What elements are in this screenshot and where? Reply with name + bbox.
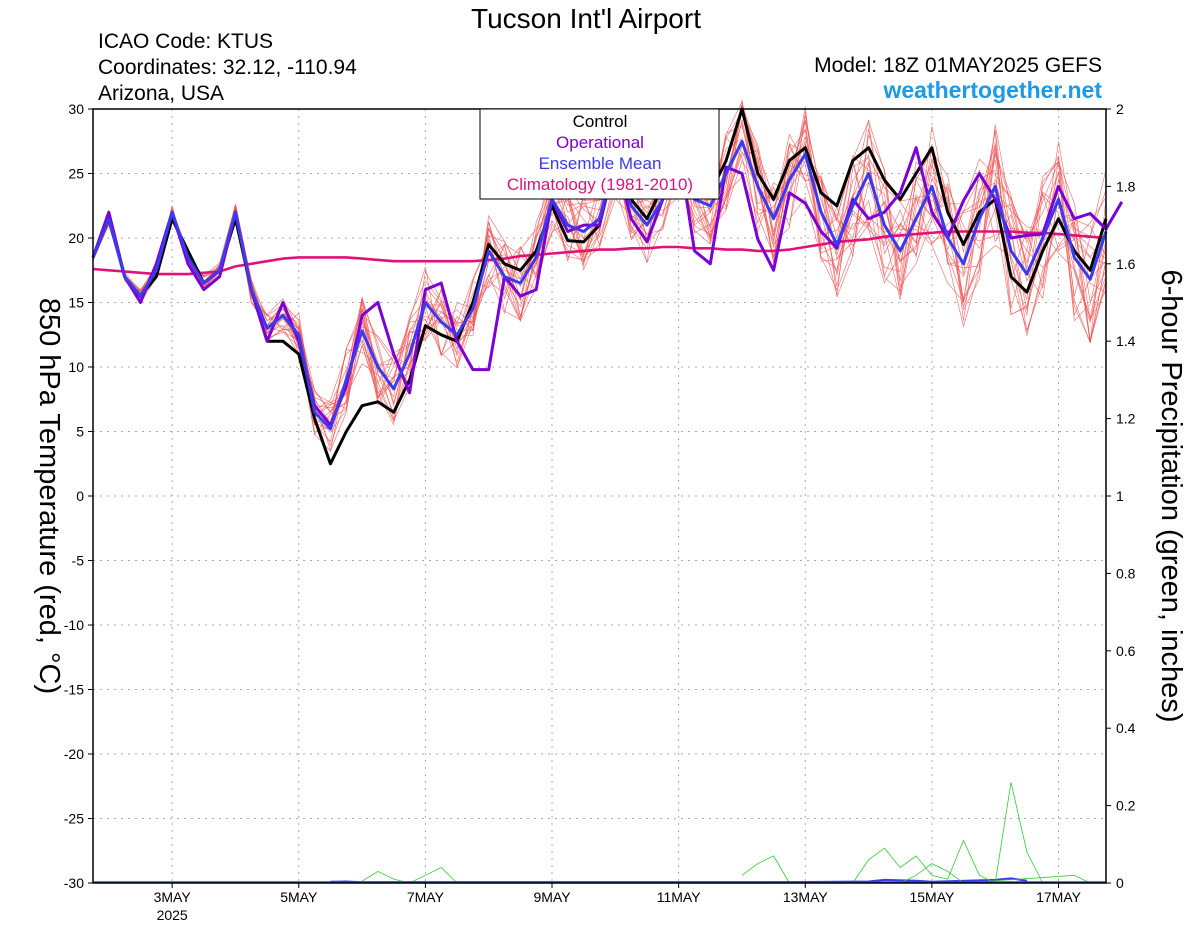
ensemble-member-line [92,137,1107,414]
x-tick-label: 5MAY [280,889,318,905]
legend-box [479,108,720,200]
y2-tick-label: 1.4 [1116,333,1136,349]
y-axis-left: 30 25 20 15 10 5 0 -5 -10 -15 -20 -25 -30 [64,101,93,891]
precip-member-line [900,863,1091,884]
x-tick-label: 3MAY [154,889,192,905]
y-tick-label: -30 [64,875,84,891]
icao-code: ICAO Code: KTUS [98,30,273,53]
x-tick-label: 17MAY [1036,889,1082,905]
y-tick-label: -10 [64,617,84,633]
coordinates: Coordinates: 32.12, -110.94 [98,56,357,79]
y-axis-right: 2 1.8 1.6 1.4 1.2 1 0.8 0.6 0.4 0.2 0 [1106,101,1136,891]
legend-control: Control [573,112,628,131]
model-run: Model: 18Z 01MAY2025 GEFS [814,54,1102,77]
legend-climatology: Climatology (1981-2010) [507,175,693,194]
precip-member-line [852,782,1044,884]
y-tick-label: 5 [76,424,84,440]
ensemble-member-line [92,110,1107,422]
x-tick-label: 11MAY [657,889,701,905]
x-tick-label: 13MAY [783,889,829,905]
y2-tick-label: 0.6 [1116,643,1136,659]
y-tick-label: 25 [68,166,84,182]
y-tick-label: 30 [68,101,84,117]
gridlines [93,109,1106,883]
chart-title: Tucson Int'l Airport [471,3,701,34]
ensemble-mean-line [91,139,1108,431]
y2-tick-label: 1.6 [1116,256,1136,272]
x-tick-label: 15MAY [909,889,955,905]
site-credit: weathertogether.net [882,77,1102,103]
y-tick-label: -20 [64,746,84,762]
x-tick-year: 2025 [157,907,188,923]
y-axis-label: 850 hPa Temperature (red, °C) [33,298,65,694]
y2-tick-label: 1.2 [1116,411,1136,427]
legend-mean: Ensemble Mean [539,154,662,173]
region-label: Arizona, USA [98,82,224,105]
precipitation-lines [93,782,1106,884]
x-axis: 3MAY 2025 5MAY 7MAY 9MAY 11MAY 13MAY 15MAY 17MAY [154,883,1082,923]
legend: Control Operational Ensemble Mean Climat… [479,108,720,200]
precip-member-line [361,867,458,884]
y-tick-label: 20 [68,230,84,246]
legend-operational: Operational [556,133,644,152]
y2-tick-label: 0.2 [1116,798,1136,814]
y-tick-label: -5 [72,553,85,569]
y2-tick-label: 1.8 [1116,178,1136,194]
climatology-line [92,230,1107,276]
x-tick-label: 9MAY [533,889,571,905]
y-tick-label: 0 [76,488,84,504]
y2-tick-label: 0.8 [1116,565,1136,581]
precip-member-line [741,855,790,884]
y-tick-label: -25 [64,811,84,827]
y2-tick-label: 0 [1116,875,1124,891]
y-tick-label: 15 [68,295,84,311]
y2-tick-label: 2 [1116,101,1124,117]
y-tick-label: -15 [64,682,84,698]
y2-tick-label: 0.4 [1116,720,1136,736]
x-tick-label: 7MAY [407,889,445,905]
y2-axis-label: 6-hour Precipitation (green, inches) [1155,270,1187,723]
y-tick-label: 10 [68,359,84,375]
y2-tick-label: 1 [1116,488,1124,504]
